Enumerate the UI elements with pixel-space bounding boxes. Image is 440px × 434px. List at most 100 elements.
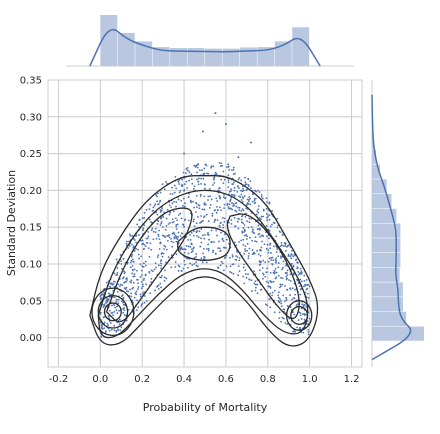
scatter-point <box>204 203 207 206</box>
scatter-point <box>240 239 243 242</box>
scatter-point <box>150 269 153 272</box>
scatter-point <box>299 288 302 291</box>
scatter-point <box>257 253 260 256</box>
scatter-point <box>268 257 271 260</box>
scatter-point <box>251 249 254 251</box>
scatter-point <box>275 257 278 260</box>
scatter-point <box>163 211 165 214</box>
scatter-point <box>132 275 135 278</box>
scatter-point <box>231 263 234 266</box>
scatter-point <box>250 279 253 282</box>
scatter-point <box>219 206 221 209</box>
scatter-point <box>190 243 193 245</box>
scatter-point <box>264 303 267 306</box>
scatter-point <box>230 193 233 196</box>
scatter-point <box>195 222 198 225</box>
scatter-point <box>261 234 264 237</box>
scatter-point <box>123 271 126 274</box>
scatter-point <box>292 265 295 268</box>
scatter-point <box>167 223 170 225</box>
scatter-point <box>123 313 126 316</box>
kde-contour <box>103 302 122 322</box>
scatter-point <box>113 272 116 275</box>
scatter-point <box>304 283 306 286</box>
scatter-point <box>300 280 303 283</box>
scatter-point <box>160 267 163 270</box>
scatter-point <box>289 288 292 291</box>
scatter-point <box>247 273 249 275</box>
scatter-point <box>241 200 244 203</box>
scatter-point <box>261 267 264 269</box>
scatter-point <box>125 242 128 245</box>
scatter-point <box>222 170 225 173</box>
plot-frame <box>47 79 363 368</box>
scatter-point <box>116 273 119 276</box>
scatter-point <box>196 178 199 181</box>
scatter-point <box>149 242 152 245</box>
scatter-point <box>112 314 115 317</box>
scatter-point <box>226 202 229 205</box>
scatter-point <box>110 328 113 331</box>
scatter-point <box>280 276 282 279</box>
scatter-point <box>281 268 284 271</box>
scatter-point <box>165 217 168 220</box>
scatter-point <box>241 190 244 193</box>
scatter-point <box>207 232 209 234</box>
scatter-point <box>197 180 200 183</box>
scatter-point <box>208 238 210 241</box>
scatter-point <box>177 231 180 234</box>
scatter-point <box>171 245 174 248</box>
scatter-point <box>299 314 302 317</box>
scatter-point <box>174 261 177 263</box>
scatter-point <box>104 302 107 304</box>
scatter-point <box>140 304 143 307</box>
scatter-point <box>221 237 224 240</box>
scatter-point <box>116 267 119 269</box>
scatter-point <box>262 215 264 218</box>
scatter-point <box>225 238 228 241</box>
scatter-point <box>187 252 190 255</box>
scatter-point <box>140 287 143 290</box>
marginal-x-bar <box>239 47 257 66</box>
scatter-point <box>259 261 262 264</box>
scatter-point <box>220 162 223 165</box>
scatter-point <box>266 201 268 203</box>
scatter-point <box>155 266 157 269</box>
scatter-point <box>246 198 249 201</box>
scatter-point <box>238 240 240 243</box>
scatter-point <box>184 202 186 205</box>
scatter-point <box>171 218 174 221</box>
scatter-point <box>111 283 114 286</box>
scatter-point <box>284 285 286 287</box>
scatter-point <box>203 187 206 190</box>
scatter-point <box>214 218 217 221</box>
scatter-point <box>228 190 231 193</box>
scatter-point <box>200 182 202 185</box>
scatter-point <box>186 166 189 169</box>
scatter-point <box>195 206 198 209</box>
scatter-point <box>253 198 256 200</box>
scatter-point <box>244 273 247 275</box>
scatter-point <box>199 193 202 196</box>
scatter-point <box>203 203 206 206</box>
scatter-point <box>168 213 171 216</box>
scatter-point <box>259 228 261 230</box>
scatter-point <box>209 195 212 197</box>
scatter-point <box>200 257 203 260</box>
scatter-point <box>177 269 180 272</box>
scatter-point <box>240 193 243 196</box>
scatter-point <box>207 234 210 236</box>
x-tick-label: -0.2 <box>49 374 69 385</box>
scatter-point <box>143 216 146 219</box>
marginal-x-bar <box>257 47 275 66</box>
scatter-point <box>169 211 172 214</box>
x-tick-label: 1.2 <box>344 374 360 385</box>
scatter-point <box>154 203 157 205</box>
scatter-point <box>228 203 231 206</box>
scatter-point <box>272 280 275 283</box>
scatter-point <box>221 216 224 219</box>
scatter-point <box>106 281 108 284</box>
x-axis-label: Probability of Mortality <box>143 401 268 414</box>
marginal-y-bar <box>372 194 392 209</box>
scatter-point <box>117 328 119 331</box>
